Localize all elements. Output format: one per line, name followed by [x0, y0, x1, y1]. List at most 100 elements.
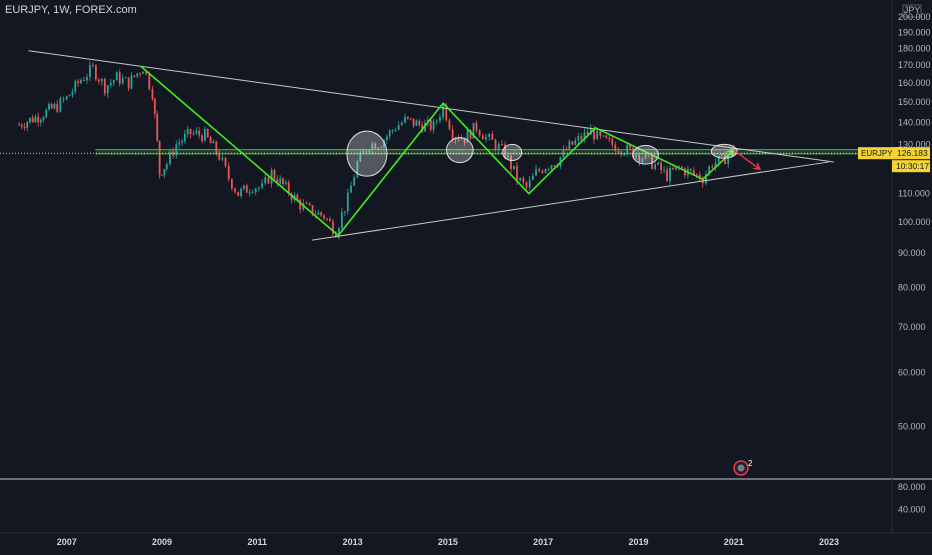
candle-body — [513, 165, 515, 169]
candle-body — [574, 140, 577, 145]
candle-body — [169, 151, 171, 164]
candle-body — [439, 117, 441, 121]
candle-body — [124, 77, 127, 79]
sub-pane-axis: 80.000 40.000 — [898, 482, 926, 515]
candle-body — [161, 174, 163, 176]
candle-body — [237, 191, 240, 196]
candle-body — [62, 98, 65, 100]
candle-body — [654, 164, 657, 169]
candle-body — [435, 120, 438, 122]
badge-symbol: EURJPY — [861, 149, 893, 158]
candle-body — [657, 162, 660, 165]
candle-body — [34, 116, 37, 123]
candle-body — [356, 161, 359, 178]
candle-body — [240, 188, 242, 196]
candle-body — [248, 192, 251, 194]
support-band-layer — [0, 149, 892, 155]
candle-body — [365, 151, 368, 153]
badge-price: 126.183 — [897, 148, 928, 158]
candle-body — [362, 151, 365, 153]
candle-body — [112, 80, 115, 83]
candle-body — [270, 170, 273, 184]
alert-clock-icon[interactable]: 2 — [733, 459, 753, 476]
candle-body — [267, 177, 270, 184]
candle-body — [368, 150, 371, 153]
candle-body — [136, 73, 139, 77]
candle-body — [89, 65, 91, 78]
candle-body — [454, 137, 457, 140]
candle-body — [720, 154, 723, 156]
candle-body — [481, 135, 484, 140]
candle-body — [663, 169, 665, 171]
candle-body — [346, 192, 349, 212]
candle-body — [201, 135, 203, 142]
candle-body — [432, 121, 435, 130]
candle-body — [421, 124, 424, 132]
candle-body — [127, 77, 130, 89]
candle-body — [466, 130, 469, 143]
candle-body — [218, 153, 221, 160]
candle-body — [195, 130, 198, 133]
candle-body — [86, 77, 88, 81]
price-tick-label: 70.000 — [898, 322, 926, 332]
candle-body — [500, 144, 503, 146]
candle-body — [83, 80, 85, 82]
candle-body — [510, 155, 512, 169]
candle-body — [186, 129, 189, 134]
time-tick-label: 2021 — [724, 537, 744, 547]
candle-body — [599, 130, 602, 137]
time-axis[interactable]: 2007 2009 2011 2013 2015 2017 2019 2021 2023 — [57, 537, 839, 547]
candle-body — [485, 136, 487, 140]
candle-body — [68, 95, 71, 97]
candle-body — [203, 129, 206, 142]
candle-body — [660, 162, 663, 171]
price-tick-label: 180.000 — [898, 43, 931, 53]
candle-body — [394, 130, 397, 132]
candle-body — [320, 212, 323, 216]
candle-body — [221, 157, 224, 160]
badge-price-bg — [892, 147, 930, 160]
candle-body — [507, 155, 509, 158]
candle-body — [442, 104, 445, 118]
price-tick-label: 80.000 — [898, 283, 926, 293]
price-tick-label: 130.000 — [898, 139, 931, 149]
highlight-circle — [445, 137, 474, 164]
candle-body — [326, 218, 328, 220]
candle-body — [385, 136, 388, 141]
candle-body — [397, 125, 400, 131]
candle-body — [377, 147, 380, 149]
highlights-layer — [346, 130, 738, 177]
candle-body — [332, 221, 334, 234]
candle-body — [189, 129, 192, 135]
candle-body — [429, 119, 432, 130]
candle-body — [153, 99, 156, 114]
candle-body — [666, 169, 668, 181]
candle-body — [611, 138, 614, 145]
candle-body — [139, 73, 141, 75]
candle-body — [42, 117, 45, 120]
candle-body — [48, 104, 50, 110]
candle-body — [463, 137, 466, 143]
highlight-circle — [502, 143, 523, 162]
symbol-title: EURJPY, 1W, FOREX.com — [5, 4, 137, 16]
candle-body — [380, 147, 383, 149]
candle-body — [212, 141, 215, 144]
candle-body — [106, 85, 109, 94]
candle-body — [684, 168, 686, 176]
candle-body — [151, 88, 154, 100]
time-tick-label: 2011 — [248, 537, 268, 547]
candle-body — [130, 75, 133, 89]
candle-body — [92, 65, 94, 67]
candle-body — [59, 98, 62, 112]
candle-body — [460, 137, 463, 139]
candle-body — [494, 139, 497, 150]
highlight-circle — [710, 143, 738, 159]
candle-body — [371, 143, 374, 151]
candle-body — [635, 154, 637, 158]
candle-body — [705, 174, 707, 184]
candle-body — [451, 129, 454, 140]
time-tick-label: 2019 — [628, 537, 648, 547]
